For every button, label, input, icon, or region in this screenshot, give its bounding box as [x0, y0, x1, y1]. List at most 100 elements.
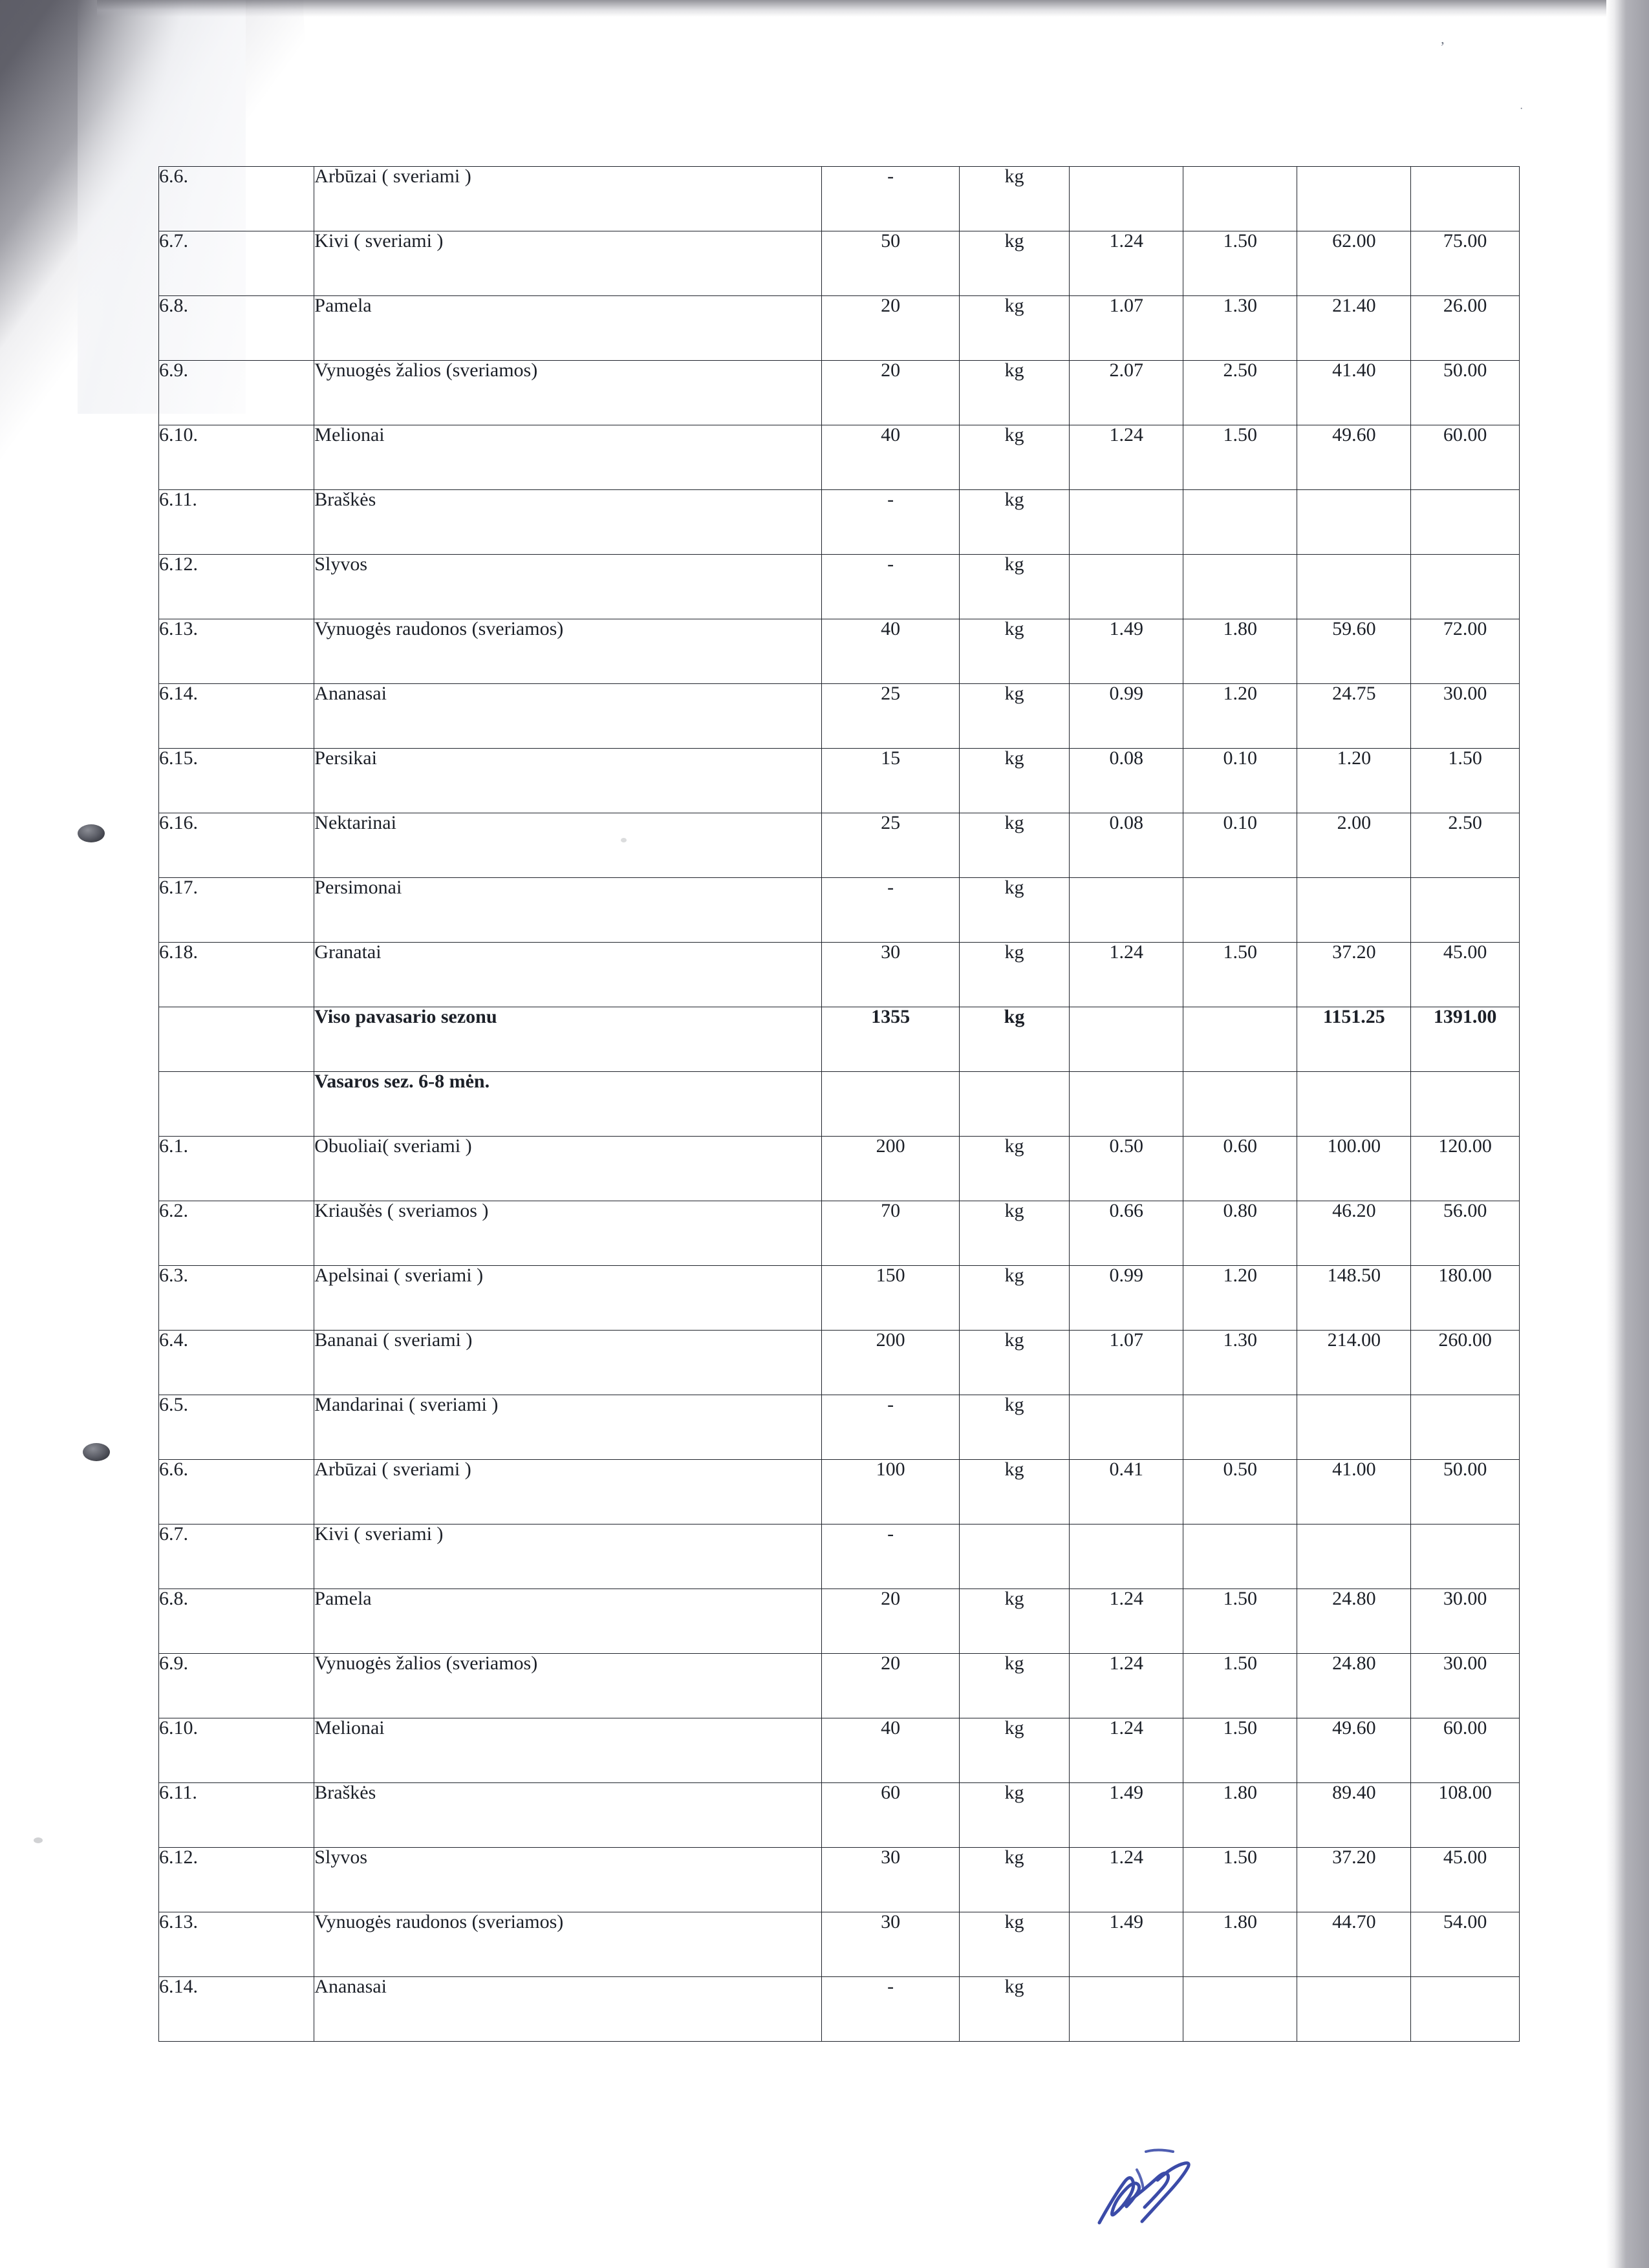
cell-sum-gross	[1410, 1976, 1520, 2042]
table-row: 6.10. Melionai 40 kg 1.24 1.50 49.60 60.00	[158, 1718, 1520, 1783]
cell-unit: kg	[958, 1718, 1070, 1783]
cell-unit-price-gross: 1.50	[1183, 231, 1298, 296]
cell-unit-price-gross: 1.20	[1183, 683, 1298, 749]
cell-quantity: 25	[821, 813, 960, 878]
scan-speck-top-right: ʼ	[1440, 39, 1445, 55]
cell-sum-net: 46.20	[1297, 1201, 1412, 1266]
cell-unit-price-gross: 0.80	[1183, 1201, 1298, 1266]
cell-unit-price-net: 0.50	[1069, 1136, 1184, 1201]
cell-row-index: 6.14.	[158, 683, 315, 749]
cell-unit: kg	[958, 683, 1070, 749]
cell-sum-gross	[1410, 1071, 1520, 1137]
cell-sum-gross: 1.50	[1410, 748, 1520, 813]
cell-sum-gross: 1391.00	[1410, 1007, 1520, 1072]
cell-row-index: 6.3.	[158, 1265, 315, 1331]
cell-unit-price-net: 0.08	[1069, 748, 1184, 813]
cell-unit-price-gross: 0.10	[1183, 813, 1298, 878]
table-row: 6.8. Pamela 20 kg 1.24 1.50 24.80 30.00	[158, 1589, 1520, 1654]
cell-unit-price-net: 1.24	[1069, 1718, 1184, 1783]
cell-unit: kg	[958, 813, 1070, 878]
cell-quantity: 1355	[821, 1007, 960, 1072]
cell-sum-gross: 60.00	[1410, 1718, 1520, 1783]
cell-row-index: 6.12.	[158, 554, 315, 619]
cell-sum-gross: 2.50	[1410, 813, 1520, 878]
cell-sum-net	[1297, 554, 1412, 619]
cell-quantity: -	[821, 554, 960, 619]
cell-row-index: 6.13.	[158, 619, 315, 684]
cell-sum-net: 2.00	[1297, 813, 1412, 878]
cell-sum-net	[1297, 166, 1412, 231]
cell-unit-price-gross	[1183, 554, 1298, 619]
cell-unit-price-gross	[1183, 1976, 1298, 2042]
table-row: 6.14. Ananasai 25 kg 0.99 1.20 24.75 30.00	[158, 683, 1520, 749]
table-body: 6.6. Arbūzai ( sveriami ) - kg 6.7. Kivi ( sv…	[158, 166, 1520, 2042]
cell-sum-net: 148.50	[1297, 1265, 1412, 1331]
cell-unit	[958, 1524, 1070, 1589]
cell-quantity: 40	[821, 425, 960, 490]
cell-row-index: 6.8.	[158, 1589, 315, 1654]
table-row: 6.1. Obuoliai( sveriami ) 200 kg 0.50 0.60 100…	[158, 1136, 1520, 1201]
cell-sum-net: 41.40	[1297, 360, 1412, 425]
cell-item-name: Kriaušės ( sveriamos )	[314, 1201, 823, 1266]
cell-item-name: Slyvos	[314, 554, 823, 619]
cell-quantity: 30	[821, 1912, 960, 1977]
table-row: 6.18. Granatai 30 kg 1.24 1.50 37.20 45.00	[158, 942, 1520, 1007]
cell-item-name: Ananasai	[314, 1976, 823, 2042]
cell-row-index: 6.7.	[158, 1524, 315, 1589]
cell-sum-gross: 45.00	[1410, 942, 1520, 1007]
cell-unit-price-gross: 1.50	[1183, 942, 1298, 1007]
cell-quantity: -	[821, 1395, 960, 1460]
cell-unit-price-gross: 1.50	[1183, 425, 1298, 490]
cell-quantity: -	[821, 1524, 960, 1589]
cell-item-name: Persimonai	[314, 877, 823, 943]
cell-quantity: 50	[821, 231, 960, 296]
cell-sum-gross: 30.00	[1410, 1589, 1520, 1654]
cell-row-index: 6.11.	[158, 1782, 315, 1848]
cell-unit-price-gross: 1.50	[1183, 1718, 1298, 1783]
cell-sum-net: 49.60	[1297, 1718, 1412, 1783]
cell-item-name: Melionai	[314, 425, 823, 490]
cell-unit: kg	[958, 877, 1070, 943]
cell-sum-net: 37.20	[1297, 1847, 1412, 1912]
cell-unit: kg	[958, 1589, 1070, 1654]
cell-item-name: Apelsinai ( sveriami )	[314, 1265, 823, 1331]
cell-item-name: Granatai	[314, 942, 823, 1007]
cell-quantity: 200	[821, 1330, 960, 1395]
cell-sum-net	[1297, 1524, 1412, 1589]
cell-quantity: -	[821, 1976, 960, 2042]
cell-unit-price-net	[1069, 1007, 1184, 1072]
cell-unit: kg	[958, 1265, 1070, 1331]
cell-unit: kg	[958, 231, 1070, 296]
cell-quantity: -	[821, 166, 960, 231]
cell-sum-net	[1297, 1071, 1412, 1137]
cell-sum-gross: 108.00	[1410, 1782, 1520, 1848]
table-row: 6.7. Kivi ( sveriami ) 50 kg 1.24 1.50 62.00 75…	[158, 231, 1520, 296]
cell-row-index	[158, 1007, 315, 1072]
cell-unit-price-net: 1.07	[1069, 1330, 1184, 1395]
cell-quantity: 40	[821, 619, 960, 684]
table-row: 6.14. Ananasai - kg	[158, 1976, 1520, 2042]
cell-unit-price-net: 2.07	[1069, 360, 1184, 425]
scan-speck-upper-right: ·	[1520, 103, 1524, 114]
cell-item-name: Persikai	[314, 748, 823, 813]
cell-sum-gross	[1410, 554, 1520, 619]
cell-row-index	[158, 1071, 315, 1137]
cell-row-index: 6.10.	[158, 425, 315, 490]
cell-sum-gross	[1410, 166, 1520, 231]
cell-sum-net	[1297, 1395, 1412, 1460]
table-row: 6.6. Arbūzai ( sveriami ) - kg	[158, 166, 1520, 231]
cell-quantity: 15	[821, 748, 960, 813]
cell-sum-gross: 56.00	[1410, 1201, 1520, 1266]
table-row: 6.9. Vynuogės žalios (sveriamos) 20 kg 1.24 1…	[158, 1653, 1520, 1718]
cell-unit-price-net	[1069, 554, 1184, 619]
cell-row-index: 6.6.	[158, 1459, 315, 1524]
cell-unit-price-net: 1.24	[1069, 1589, 1184, 1654]
cell-unit-price-gross: 2.50	[1183, 360, 1298, 425]
cell-unit-price-net: 0.41	[1069, 1459, 1184, 1524]
cell-unit-price-gross: 1.30	[1183, 295, 1298, 361]
table-row: 6.8. Pamela 20 kg 1.07 1.30 21.40 26.00	[158, 295, 1520, 361]
table-row: 6.2. Kriaušės ( sveriamos ) 70 kg 0.66 0.80 46…	[158, 1201, 1520, 1266]
cell-sum-gross: 75.00	[1410, 231, 1520, 296]
cell-row-index: 6.10.	[158, 1718, 315, 1783]
cell-quantity: 30	[821, 942, 960, 1007]
